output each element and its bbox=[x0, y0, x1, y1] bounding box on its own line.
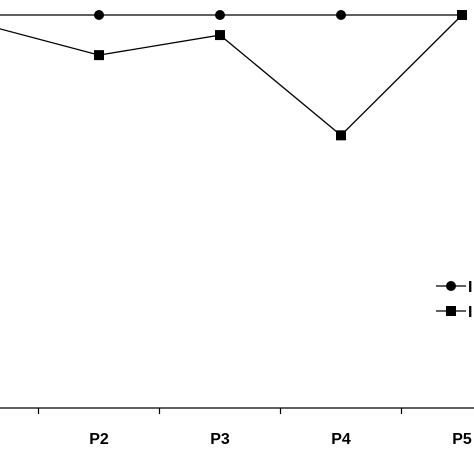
legend-square-marker bbox=[446, 306, 456, 316]
series-square bbox=[0, 10, 467, 141]
legend-label-circle: I bbox=[468, 279, 472, 296]
point-square-p5 bbox=[457, 10, 467, 21]
x-tick-label-p2: P2 bbox=[89, 431, 109, 448]
x-tick-label-p4: P4 bbox=[331, 431, 351, 448]
series-line-square bbox=[0, 14, 463, 137]
legend-item-square: I bbox=[436, 304, 472, 321]
series-circle bbox=[0, 10, 467, 21]
x-tick-labels: P2 P3 P4 P5 bbox=[89, 431, 472, 448]
point-square-p4 bbox=[336, 130, 346, 141]
legend-label-square: I bbox=[468, 304, 472, 321]
point-circle-p3 bbox=[215, 10, 225, 21]
legend-circle-marker bbox=[446, 281, 456, 291]
x-tick-label-p3: P3 bbox=[210, 431, 230, 448]
point-square-p2 bbox=[94, 50, 104, 61]
legend-item-circle: I bbox=[436, 279, 472, 296]
x-ticks bbox=[37, 408, 403, 414]
point-square-p3 bbox=[215, 30, 225, 41]
plot-area bbox=[0, 10, 467, 141]
point-circle-p4 bbox=[336, 10, 346, 21]
legend: I I bbox=[436, 279, 472, 321]
x-tick-label-p5: P5 bbox=[452, 431, 472, 448]
point-circle-p2 bbox=[94, 10, 104, 21]
